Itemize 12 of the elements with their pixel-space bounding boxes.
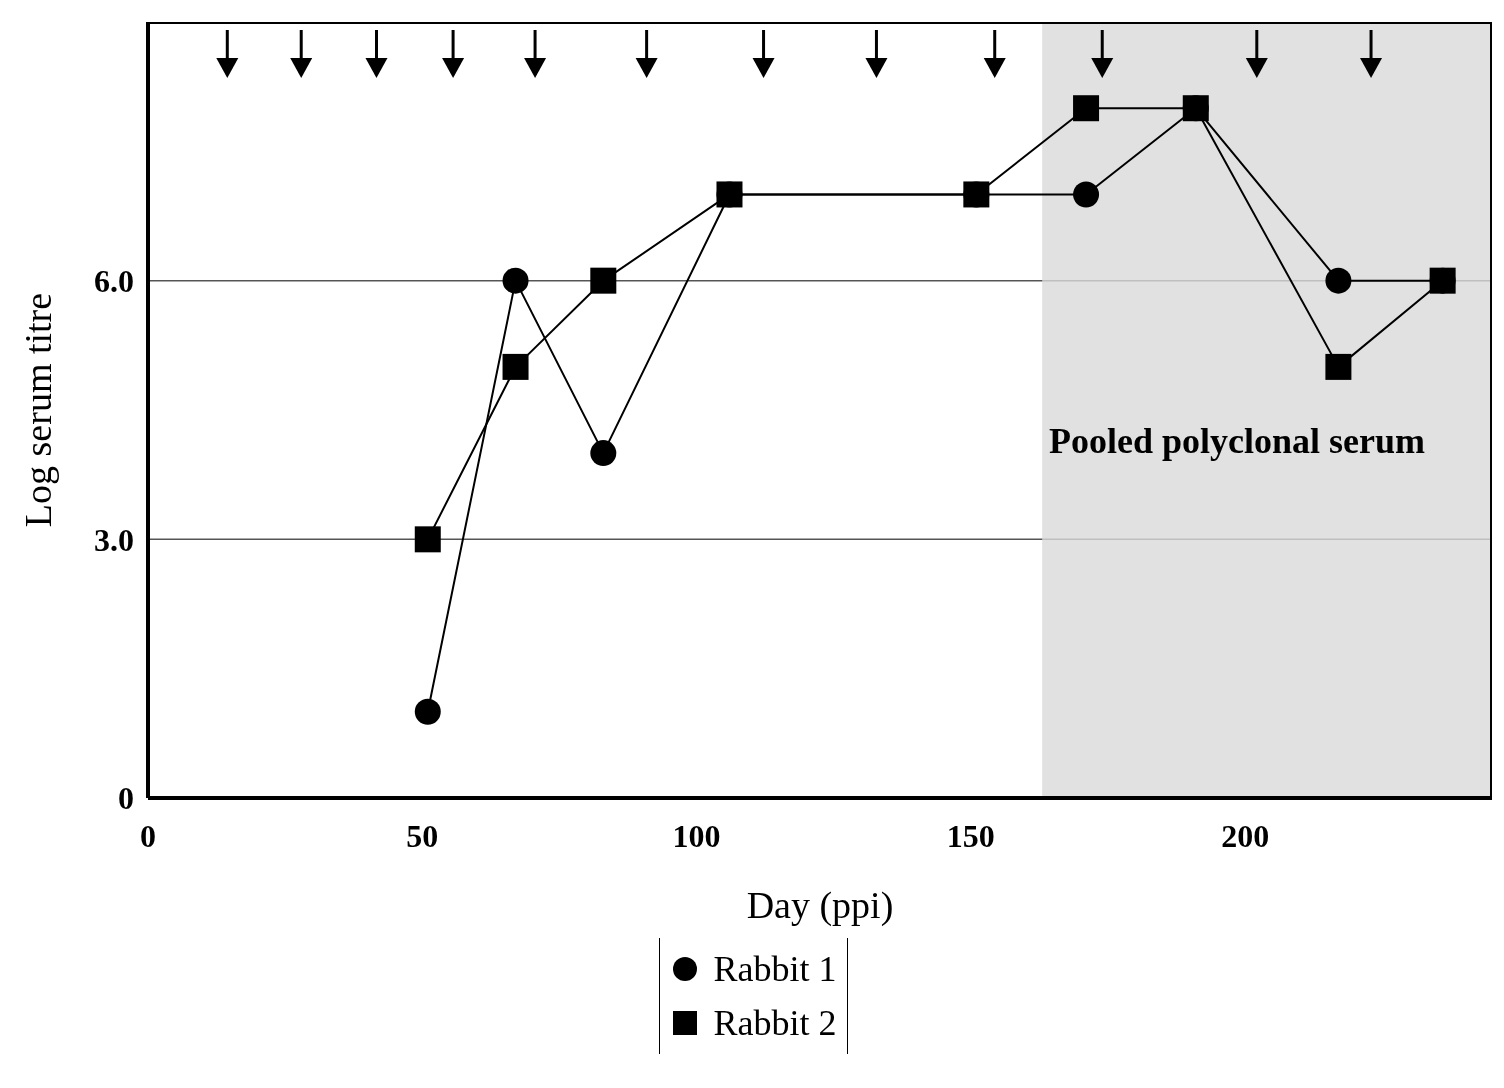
legend-label: Rabbit 2 [713,1002,837,1044]
band-label: Pooled polyclonal serum [1049,420,1426,461]
x-tick-label: 50 [406,817,439,854]
x-tick-label: 100 [672,817,721,854]
y-tick-label: 3.0 [94,521,134,558]
legend-label: Rabbit 1 [713,948,837,990]
y-axis-title: Log serum titre [17,292,60,528]
y-tick-label: 0 [118,780,134,817]
y-tick-label: 6.0 [94,263,134,300]
x-tick-label: 200 [1221,817,1270,854]
x-tick-label: 150 [946,817,995,854]
x-axis-title: Day (ppi) [746,884,894,927]
